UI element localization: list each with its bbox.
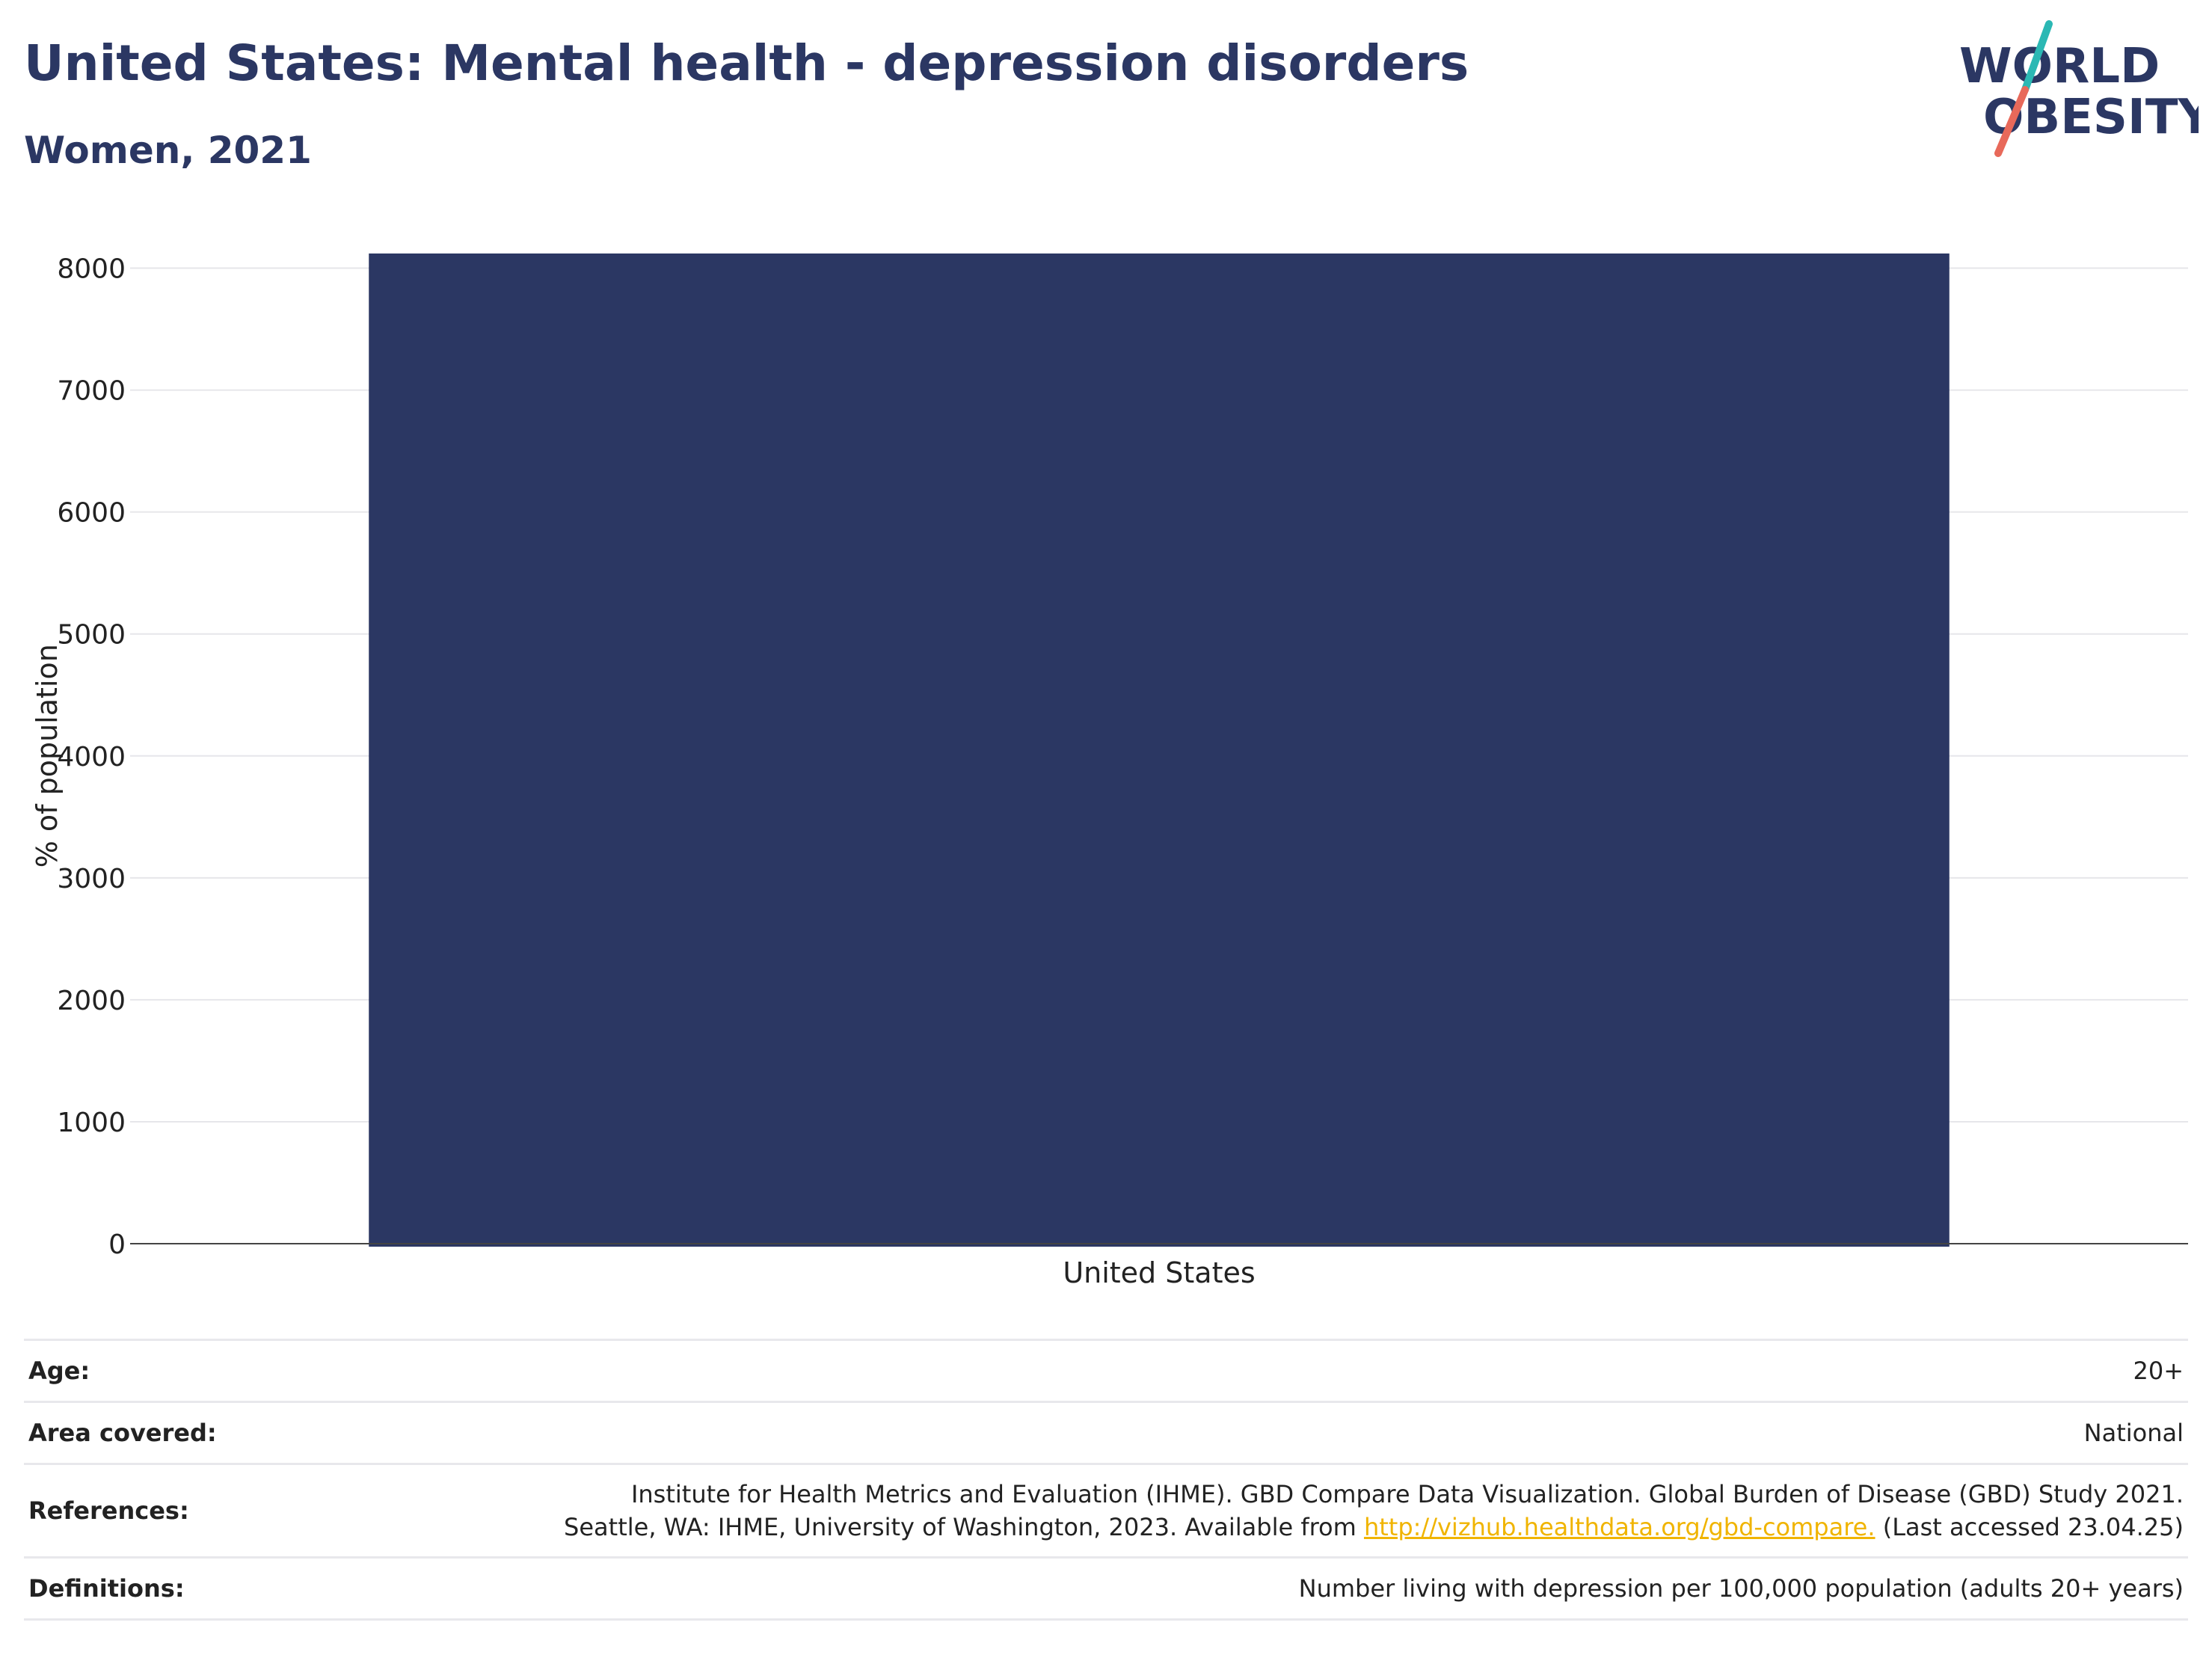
y-tick-label-6000: 6000: [57, 498, 126, 529]
references-line2-post: (Last accessed 23.04.25): [1882, 1513, 2184, 1541]
info-table: Age: 20+ Area covered: National Referenc…: [24, 1339, 2188, 1621]
info-row-age: Age: 20+: [24, 1339, 2188, 1402]
bar-united-states[interactable]: [369, 253, 1950, 1247]
y-tick-label-5000: 5000: [57, 620, 126, 651]
y-tick-label-1000: 1000: [57, 1108, 126, 1138]
page-title: United States: Mental health - depressio…: [24, 34, 1469, 92]
info-row-references: References: Institute for Health Metrics…: [24, 1463, 2188, 1558]
info-references-value: Institute for Health Metrics and Evaluat…: [407, 1463, 2188, 1558]
info-row-definitions: Definitions: Number living with depressi…: [24, 1556, 2188, 1621]
y-tick-label-3000: 3000: [57, 864, 126, 894]
y-axis-label: % of population: [31, 644, 64, 868]
world-obesity-logo: WORLD OBESITY: [1959, 20, 2199, 157]
info-area-value: National: [407, 1401, 2188, 1464]
y-tick-label-7000: 7000: [57, 376, 126, 407]
references-line1: Institute for Health Metrics and Evaluat…: [630, 1480, 2184, 1508]
y-tick-label-4000: 4000: [57, 742, 126, 773]
logo-line1: WORLD: [1959, 39, 2160, 94]
info-definitions-label: Definitions:: [24, 1556, 407, 1621]
page-subtitle: Women, 2021: [24, 129, 312, 172]
tick-layer: 0 1000 2000 3000 4000 5000 6000 7000 8000 United …: [57, 254, 1255, 1289]
references-link[interactable]: http://vizhub.healthdata.org/gbd-compare…: [1363, 1513, 1875, 1541]
bar-layer: [369, 253, 1950, 1247]
logo-slash-top: [2021, 20, 2053, 93]
info-row-area: Area covered: National: [24, 1401, 2188, 1464]
y-tick-label-0: 0: [108, 1229, 126, 1260]
references-line2-pre: Seattle, WA: IHME, University of Washing…: [564, 1513, 1357, 1541]
logo-slash-bottom: [1994, 86, 2029, 157]
info-definitions-value: Number living with depression per 100,00…: [407, 1556, 2188, 1621]
y-tick-label-2000: 2000: [57, 986, 126, 1016]
info-references-label: References:: [24, 1463, 407, 1558]
x-tick-label-united-states: United States: [1063, 1256, 1255, 1289]
info-age-label: Age:: [24, 1339, 407, 1402]
bar-chart: 0 1000 2000 3000 4000 5000 6000 7000 8000 United …: [31, 253, 2188, 1289]
info-area-label: Area covered:: [24, 1401, 407, 1464]
info-age-value: 20+: [407, 1339, 2188, 1402]
y-tick-label-8000: 8000: [57, 254, 126, 285]
